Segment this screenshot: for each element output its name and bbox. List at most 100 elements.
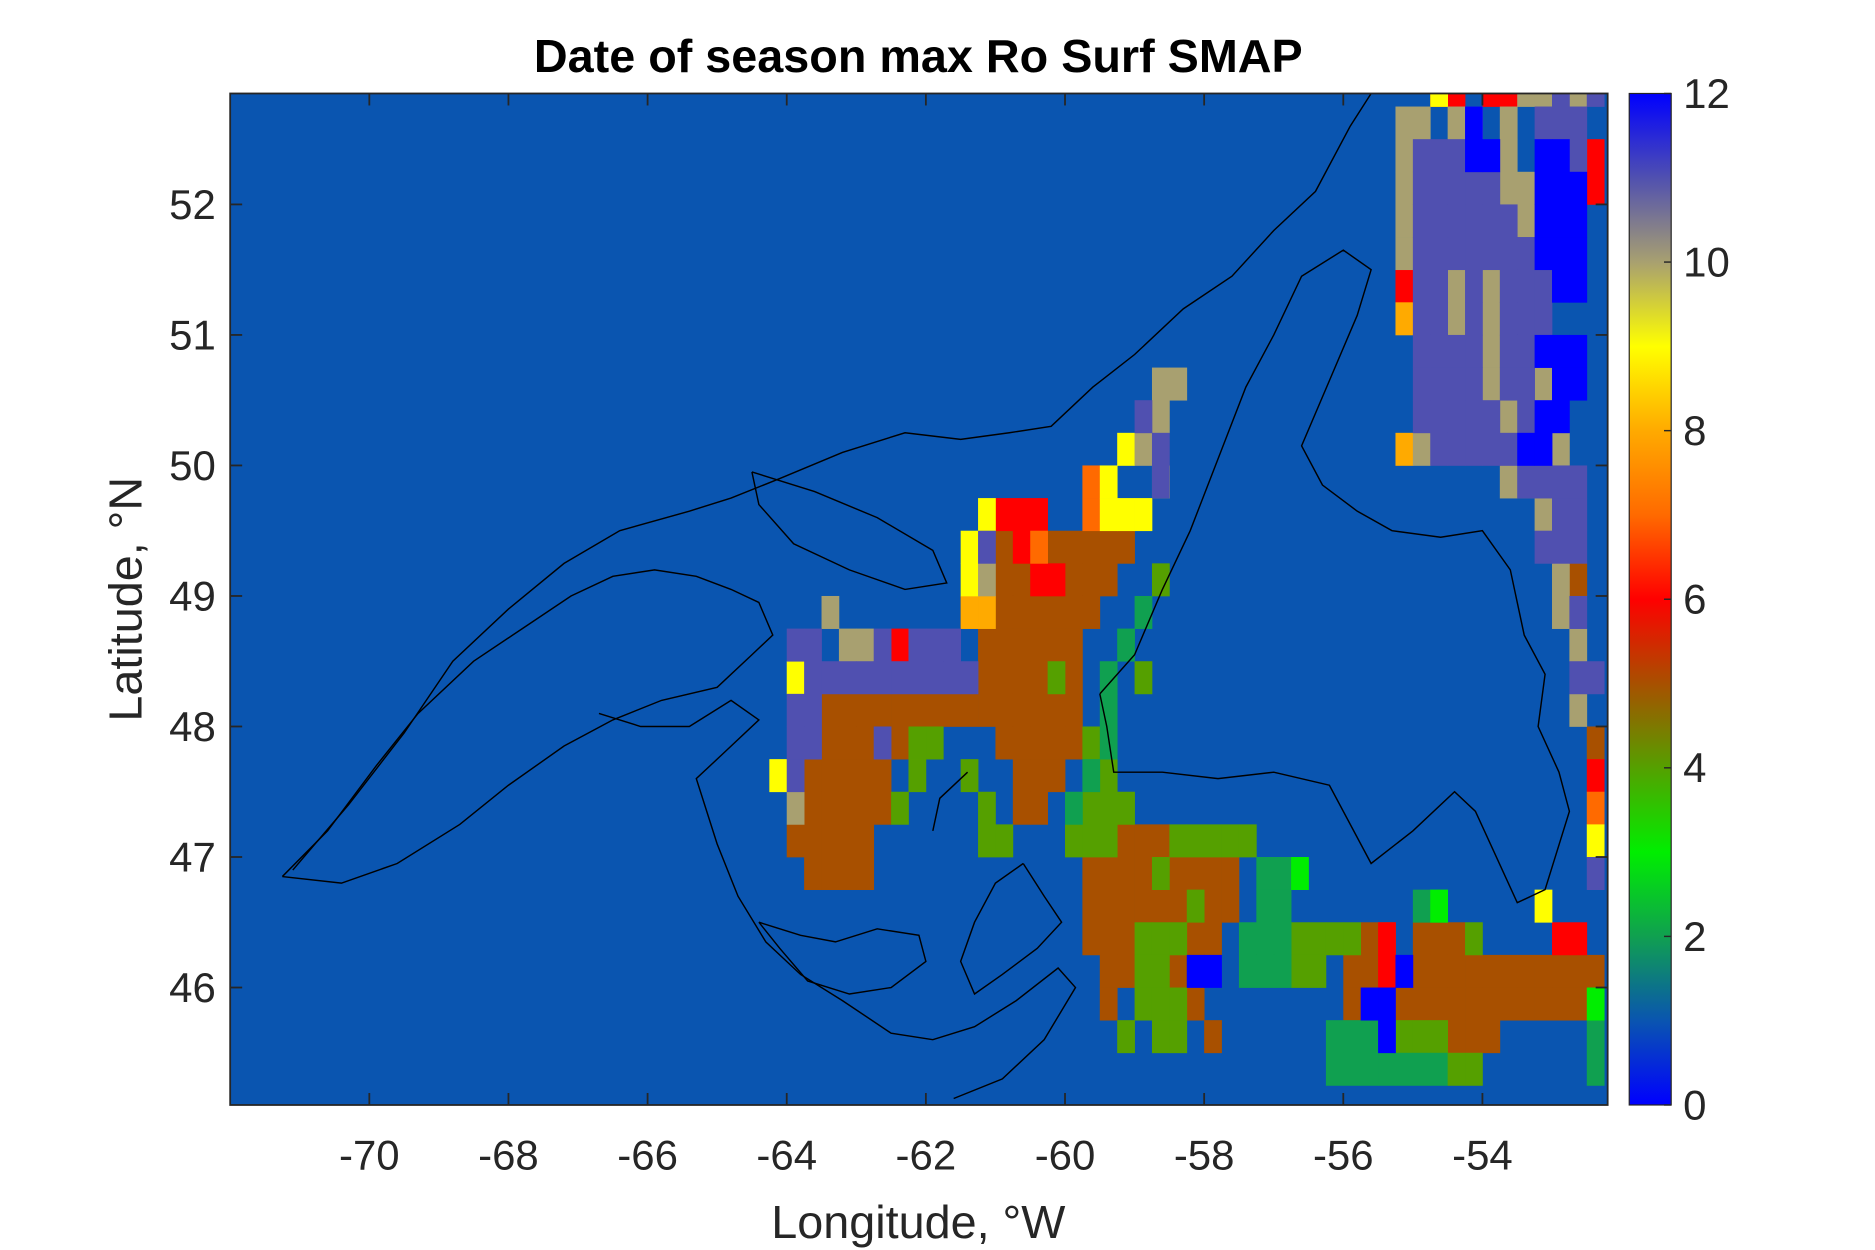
- heatmap-cell: [1117, 432, 1135, 466]
- heatmap-cell: [1499, 954, 1518, 988]
- heatmap-cell: [1291, 954, 1309, 988]
- heatmap-cell: [1169, 367, 1188, 401]
- heatmap-cell: [1447, 269, 1466, 303]
- heatmap-cell: [1586, 791, 1605, 825]
- heatmap-cell: [1047, 628, 1066, 662]
- heatmap-cell: [1552, 432, 1570, 466]
- heatmap-cell: [891, 791, 909, 825]
- heatmap-cell: [1151, 889, 1170, 923]
- heatmap-cell: [960, 661, 979, 695]
- heatmap-cell: [1256, 889, 1275, 923]
- heatmap-cell: [1552, 563, 1570, 597]
- heatmap-cell: [786, 628, 805, 662]
- heatmap-cell: [1204, 1020, 1222, 1054]
- heatmap-cell: [1465, 204, 1483, 238]
- heatmap-cell: [1204, 922, 1222, 956]
- heatmap-cell: [1430, 139, 1449, 173]
- heatmap-cell: [1065, 563, 1083, 597]
- heatmap-cell: [786, 824, 805, 858]
- heatmap-cell: [1569, 693, 1588, 727]
- heatmap-cell: [1378, 987, 1396, 1021]
- heatmap-cell: [1447, 987, 1466, 1021]
- heatmap-cell: [1552, 171, 1570, 205]
- heatmap-cell: [1291, 856, 1309, 890]
- heatmap-cell: [1169, 954, 1188, 988]
- heatmap-cell: [1586, 661, 1605, 695]
- coastline: [292, 93, 1372, 871]
- heatmap-cell: [1586, 1020, 1605, 1054]
- heatmap-cell: [1447, 171, 1466, 205]
- heatmap-cell: [1569, 367, 1588, 401]
- heatmap-cell: [1204, 856, 1222, 890]
- heatmap-cell: [1499, 367, 1518, 401]
- y-tick-label: 52: [169, 181, 216, 228]
- coastline: [959, 862, 1063, 996]
- heatmap-cell: [821, 661, 840, 695]
- heatmap-cell: [1482, 367, 1501, 401]
- heatmap-cell: [1517, 302, 1535, 336]
- heatmap-cell: [1552, 498, 1570, 532]
- heatmap-cell: [1047, 595, 1066, 629]
- heatmap-cell: [1395, 204, 1414, 238]
- heatmap-cell: [1412, 171, 1431, 205]
- heatmap-cell: [1430, 432, 1449, 466]
- heatmap-cell: [1517, 269, 1535, 303]
- heatmap-cell: [1412, 400, 1431, 434]
- heatmap-cell: [1569, 954, 1588, 988]
- heatmap-cell: [1134, 661, 1153, 695]
- heatmap-cell: [1586, 726, 1605, 760]
- heatmap-cell: [1169, 856, 1188, 890]
- heatmap-cell: [821, 726, 840, 760]
- coastline: [598, 699, 1077, 1100]
- heatmap-cell: [1169, 824, 1188, 858]
- heatmap-cell: [978, 595, 996, 629]
- heatmap-cell: [1030, 726, 1048, 760]
- heatmap-cell: [1395, 139, 1414, 173]
- heatmap-cell: [1360, 922, 1379, 956]
- colorbar-tick-label: 2: [1683, 913, 1706, 960]
- heatmap-cell: [1534, 334, 1553, 368]
- heatmap-cell: [1482, 139, 1501, 173]
- heatmap-cell: [1552, 367, 1570, 401]
- heatmap-cell: [1151, 856, 1170, 890]
- heatmap-cell: [1117, 856, 1135, 890]
- heatmap-cell: [1482, 93, 1501, 107]
- heatmap-cell: [769, 759, 788, 793]
- heatmap-cell: [1343, 954, 1362, 988]
- heatmap-cell: [1586, 954, 1605, 988]
- heatmap-cell: [1465, 400, 1483, 434]
- heatmap-cell: [1221, 889, 1240, 923]
- heatmap-cell: [804, 824, 822, 858]
- heatmap-cell: [1082, 465, 1101, 499]
- heatmap-cell: [1569, 334, 1588, 368]
- heatmap-cell: [1534, 987, 1553, 1021]
- heatmap-cell: [1256, 856, 1275, 890]
- heatmap-cell: [1447, 954, 1466, 988]
- heatmap-cell: [1134, 824, 1153, 858]
- heatmap-cell: [1430, 237, 1449, 271]
- heatmap-cell: [1186, 922, 1205, 956]
- heatmap-cell: [1099, 661, 1118, 695]
- heatmap-cell: [1499, 237, 1518, 271]
- heatmap-cell: [1012, 498, 1031, 532]
- x-tick-label: -62: [896, 1132, 957, 1179]
- heatmap-cell: [1099, 889, 1118, 923]
- heatmap-cell: [925, 661, 944, 695]
- heatmap-cell: [1308, 922, 1327, 956]
- heatmap-cell: [1586, 759, 1605, 793]
- heatmap-cell: [804, 726, 822, 760]
- heatmap-cell: [1569, 93, 1588, 107]
- heatmap-cell: [786, 759, 805, 793]
- heatmap-cell: [1030, 628, 1048, 662]
- heatmap-cell: [1430, 954, 1449, 988]
- coastline: [751, 471, 948, 591]
- heatmap-cell: [1430, 204, 1449, 238]
- heatmap-cell: [1117, 824, 1135, 858]
- heatmap-cell: [1082, 563, 1101, 597]
- heatmap-cell: [873, 759, 892, 793]
- heatmap-cell: [1569, 628, 1588, 662]
- heatmap-cell: [1534, 269, 1553, 303]
- heatmap-cell: [821, 856, 840, 890]
- heatmap-cell: [821, 693, 840, 727]
- heatmap-cell: [1430, 1020, 1449, 1054]
